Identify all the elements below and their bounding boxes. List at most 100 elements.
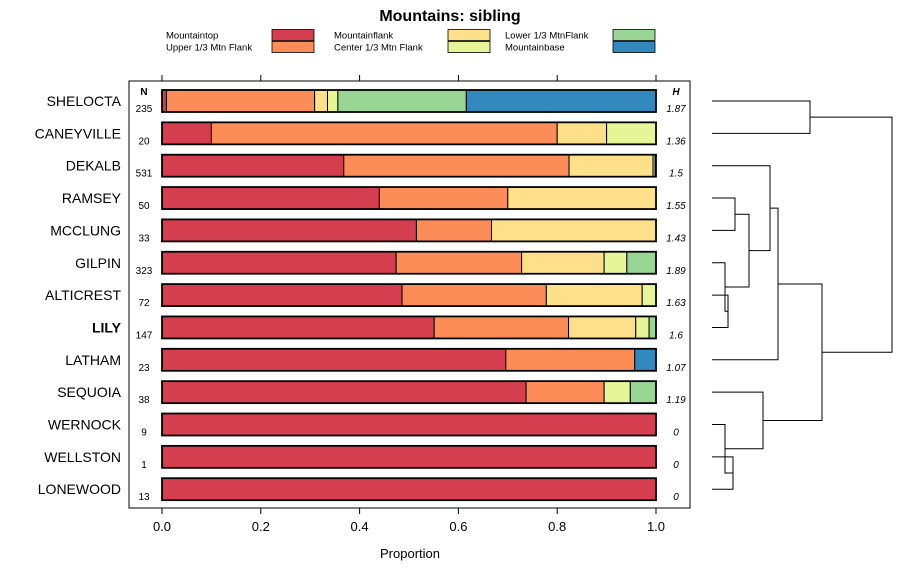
dendrogram-branch <box>712 391 764 450</box>
x-tick-label: 0.0 <box>153 519 171 534</box>
h-value: 1.43 <box>666 233 686 244</box>
n-value: 13 <box>138 492 150 503</box>
n-value: 531 <box>136 169 153 180</box>
legend-swatch <box>447 29 491 41</box>
h-value: 1.36 <box>666 136 686 147</box>
bar-segment <box>490 218 657 242</box>
legend-swatch <box>612 29 656 41</box>
legend-swatch <box>271 29 315 41</box>
n-value: 50 <box>138 201 150 212</box>
n-value: 9 <box>141 428 147 439</box>
legend-label: Mountaintop <box>166 31 218 42</box>
category-label: SEQUOIA <box>57 384 121 400</box>
bar-outline <box>161 283 657 308</box>
bar-segment <box>161 154 345 178</box>
category-label: WELLSTON <box>44 449 121 465</box>
bar-segment <box>165 89 316 113</box>
bar-outline <box>161 477 657 502</box>
n-value: 1 <box>141 460 147 471</box>
h-value: 0 <box>673 492 679 503</box>
bar-segment <box>161 186 380 210</box>
x-tick-label: 0.4 <box>351 519 369 534</box>
n-value: 323 <box>136 266 153 277</box>
bar-segment <box>629 380 657 404</box>
x-tick-label: 0.8 <box>548 519 566 534</box>
bar-outline <box>161 153 657 178</box>
dendrogram-branch <box>712 207 779 361</box>
bar-segment <box>161 445 657 469</box>
legend-swatch <box>447 41 491 53</box>
bar-segment <box>161 348 507 372</box>
x-tick-label: 0.2 <box>252 519 270 534</box>
chart-title: Mountains: sibling <box>379 8 520 25</box>
bar-outline <box>161 380 657 405</box>
h-value: 1.87 <box>666 104 686 115</box>
legend-swatch <box>612 41 656 53</box>
bar-segment <box>545 283 643 307</box>
bar-segment <box>395 251 523 275</box>
legend-label: Upper 1/3 Mtn Flank <box>166 43 252 54</box>
dendrogram-branch <box>712 197 736 231</box>
bar-segment <box>161 218 417 242</box>
bar-segment <box>521 251 605 275</box>
bar-segment <box>507 186 657 210</box>
bar-segment <box>525 380 605 404</box>
n-value: 33 <box>138 233 150 244</box>
legend-label: Mountainbase <box>505 43 565 54</box>
category-label: CANEYVILLE <box>35 125 121 141</box>
bar-segment <box>161 477 657 501</box>
bar-outline <box>161 250 657 275</box>
bar-segment <box>603 251 628 275</box>
bar-segment <box>568 154 654 178</box>
dendrogram-branch <box>763 283 823 421</box>
n-header: N <box>140 87 147 98</box>
bar-outline <box>161 186 657 210</box>
bar-segment <box>161 380 527 404</box>
bar-segment <box>556 121 608 145</box>
category-label: MCCLUNG <box>50 222 121 238</box>
n-value: 38 <box>138 395 150 406</box>
bar-segment <box>641 283 657 307</box>
h-value: 1.89 <box>666 266 686 277</box>
n-value: 72 <box>138 298 150 309</box>
bar-segment <box>568 315 637 339</box>
category-label: ALTICREST <box>45 287 121 303</box>
category-label: LATHAM <box>65 352 121 368</box>
h-value: 1.63 <box>666 298 686 309</box>
bar-segment <box>343 154 570 178</box>
h-value: 1.07 <box>666 363 686 374</box>
bar-segment <box>626 251 657 275</box>
legend-swatch <box>271 41 315 53</box>
dendrogram-branch <box>712 165 771 252</box>
category-label: RAMSEY <box>62 190 122 206</box>
plot-panel <box>128 80 691 509</box>
bar-segment <box>210 121 558 145</box>
bar-segment <box>161 413 657 436</box>
bar-outline <box>161 412 657 437</box>
bar-segment <box>415 218 492 242</box>
x-tick-label: 0.6 <box>449 519 467 534</box>
category-label: GILPIN <box>75 255 121 271</box>
dendrogram-branch <box>712 100 811 134</box>
bar-segment <box>378 186 509 210</box>
legend-label: Center 1/3 Mtn Flank <box>334 43 423 54</box>
n-value: 147 <box>136 330 153 341</box>
bar-segment <box>465 89 657 113</box>
bar-segment <box>635 315 650 339</box>
dendrogram-branch <box>810 116 893 353</box>
n-value: 235 <box>136 104 153 115</box>
category-label: LONEWOOD <box>38 481 121 497</box>
bar-outline <box>161 89 657 113</box>
h-value: 1.19 <box>666 395 686 406</box>
bar-segment <box>161 283 403 307</box>
bar-segment <box>603 380 631 404</box>
x-axis-label: Proportion <box>380 546 440 561</box>
bar-outline <box>161 444 657 469</box>
category-label: WERNOCK <box>48 417 122 433</box>
bar-outline <box>161 218 657 243</box>
bar-segment <box>433 315 570 339</box>
bar-segment <box>337 89 467 113</box>
legend-label: Lower 1/3 MtnFlank <box>505 31 589 42</box>
dendrogram-branch <box>725 213 750 288</box>
